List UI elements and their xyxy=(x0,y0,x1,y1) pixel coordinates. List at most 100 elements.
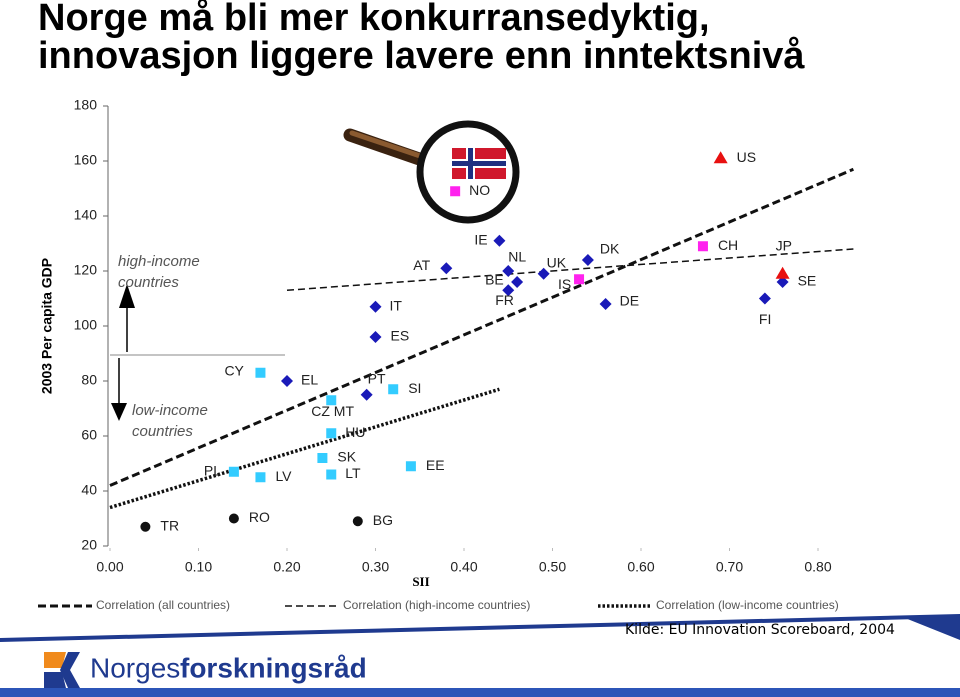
x-axis-title: SII xyxy=(412,574,429,589)
point-label: SK xyxy=(337,449,356,465)
y-tick-label: 40 xyxy=(81,482,97,498)
point-label: SE xyxy=(798,273,817,289)
point-label: AT xyxy=(413,257,430,273)
y-tick-label: 60 xyxy=(81,427,97,443)
point xyxy=(537,267,550,280)
annotation: low-income xyxy=(132,402,208,419)
chart-title: Norge må bli mer konkurransedyktig, xyxy=(38,0,710,39)
point-label: HU xyxy=(345,424,365,440)
annotation: countries xyxy=(118,274,179,291)
point xyxy=(352,516,363,527)
y-tick-label: 180 xyxy=(74,97,98,113)
y-tick-label: 120 xyxy=(74,262,98,278)
point xyxy=(511,276,524,288)
point xyxy=(502,284,515,297)
y-tick-label: 80 xyxy=(81,372,97,388)
point-label: JP xyxy=(776,237,792,253)
x-tick-label: 0.60 xyxy=(627,559,654,575)
source-note: Kilde: EU Innovation Scoreboard, 2004 xyxy=(625,622,895,638)
point-label: IT xyxy=(390,297,403,313)
point xyxy=(776,276,789,288)
point xyxy=(317,453,328,463)
point xyxy=(405,461,416,472)
point xyxy=(369,300,382,313)
point xyxy=(581,254,594,266)
point-label: BG xyxy=(373,512,393,528)
point xyxy=(228,513,239,524)
arrow-up-head xyxy=(119,284,135,308)
point-label: IS xyxy=(558,276,571,292)
point-label: EL xyxy=(301,372,318,388)
legend-label: Correlation (low-income countries) xyxy=(656,598,839,612)
legend-label: Correlation (all countries) xyxy=(96,598,230,612)
point xyxy=(502,265,515,277)
correlation-line xyxy=(109,167,854,487)
x-tick-label: 0.00 xyxy=(96,559,123,575)
x-tick-label: 0.70 xyxy=(716,559,743,575)
point-label: IE xyxy=(474,231,487,247)
point xyxy=(255,472,266,483)
point xyxy=(369,331,382,343)
y-tick-label: 160 xyxy=(74,152,98,168)
point xyxy=(599,298,612,310)
point xyxy=(326,428,337,439)
annotation: countries xyxy=(132,423,193,440)
point-label: BE xyxy=(485,272,504,288)
point xyxy=(140,521,151,532)
point xyxy=(326,469,337,480)
point-label: EE xyxy=(426,457,445,473)
point xyxy=(326,395,337,406)
legend-label: Correlation (high-income countries) xyxy=(343,598,530,612)
point-label: DE xyxy=(620,293,639,309)
point-label: CY xyxy=(224,362,244,378)
point-label: NL xyxy=(508,249,526,265)
point-label: PT xyxy=(368,370,386,386)
point xyxy=(388,384,399,395)
y-tick-label: 20 xyxy=(81,537,97,553)
x-tick-label: 0.30 xyxy=(362,559,389,575)
correlation-line xyxy=(286,248,854,291)
footer-decoration xyxy=(0,614,960,697)
point-label: CZ MT xyxy=(311,403,354,419)
correlation-line xyxy=(109,387,500,510)
annotation: high-income xyxy=(118,253,200,270)
point-label: CH xyxy=(718,237,738,253)
point-label: NO xyxy=(469,182,490,198)
x-tick-label: 0.10 xyxy=(185,559,212,575)
point-label: PL xyxy=(204,462,221,478)
x-tick-label: 0.40 xyxy=(450,559,477,575)
chart-title: innovasjon liggere lavere enn inntektsni… xyxy=(38,35,805,77)
y-axis-title: 2003 Per capita GDP xyxy=(39,258,55,394)
point xyxy=(450,186,461,197)
x-tick-label: 0.20 xyxy=(273,559,300,575)
arrow-down-head xyxy=(111,403,127,421)
point-label: TR xyxy=(160,517,179,533)
logo-text: forskningsråd xyxy=(180,652,367,683)
point xyxy=(228,466,239,477)
point-label: ES xyxy=(391,328,410,344)
x-tick-label: 0.50 xyxy=(539,559,566,575)
point-label: FR xyxy=(495,292,514,308)
point-label: SI xyxy=(408,380,421,396)
point xyxy=(758,292,771,305)
point xyxy=(440,262,453,275)
point-label: DK xyxy=(600,241,620,257)
point-label: FI xyxy=(759,311,771,327)
logo-text: Norges xyxy=(90,652,180,683)
point xyxy=(493,234,506,247)
point-label: LV xyxy=(275,468,292,484)
point-label: US xyxy=(737,149,756,165)
magnifier xyxy=(343,120,520,224)
point-label: RO xyxy=(249,509,270,525)
point xyxy=(281,375,293,387)
y-tick-label: 100 xyxy=(74,317,98,333)
y-tick-label: 140 xyxy=(74,207,98,223)
point-label: LT xyxy=(345,465,361,481)
point xyxy=(713,151,728,164)
point xyxy=(775,266,790,279)
point xyxy=(360,388,373,401)
x-tick-label: 0.80 xyxy=(804,559,831,575)
point xyxy=(255,367,266,378)
point-label: UK xyxy=(547,254,567,270)
